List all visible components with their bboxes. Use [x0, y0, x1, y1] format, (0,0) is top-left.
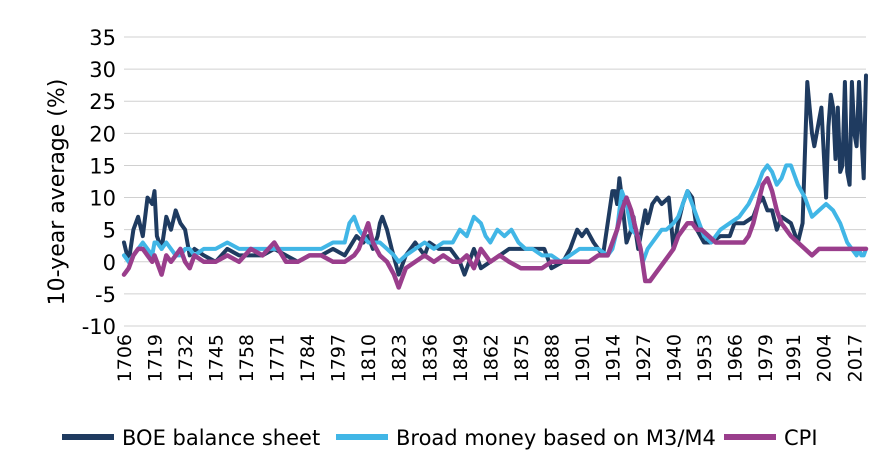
x-tick-label: 1706: [114, 334, 136, 382]
x-tick-label: 1875: [511, 334, 533, 382]
x-tick-label: 1888: [541, 334, 563, 382]
x-tick-label: 1745: [206, 334, 228, 382]
legend-label: BOE balance sheet: [122, 426, 320, 450]
x-tick-label: 2017: [844, 334, 866, 382]
y-tick-label: 35: [89, 26, 116, 50]
y-tick-label: 10: [89, 187, 116, 211]
series-line-2: [121, 176, 869, 290]
y-tick-label: -5: [95, 283, 116, 307]
y-tick-label: 20: [89, 122, 116, 146]
y-axis-label: 10-year average (%): [45, 79, 70, 306]
x-tick-label: 1979: [755, 334, 777, 382]
x-tick-label: 1927: [633, 334, 655, 382]
x-tick-label: 1862: [480, 334, 502, 382]
y-tick-label: 30: [89, 58, 116, 82]
y-tick-label: 25: [89, 90, 116, 114]
x-tick-label: 1940: [663, 334, 685, 382]
y-axis-ticks: 35 30 25 20 15 10 5 0 -5 -10: [82, 26, 116, 339]
x-tick-label: 1953: [694, 334, 716, 382]
gridlines: [124, 36, 866, 327]
legend-label: Broad money based on M3/M4: [396, 426, 716, 450]
x-tick-label: 1810: [358, 334, 380, 382]
x-tick-label: 1914: [602, 334, 624, 382]
legend-label: CPI: [784, 426, 818, 450]
series-line-0: [122, 73, 868, 277]
legend: BOE balance sheet Broad money based on M3…: [62, 426, 818, 450]
x-tick-label: 1823: [389, 334, 411, 382]
x-tick-label: 2004: [814, 334, 836, 382]
x-tick-label: 1849: [450, 334, 472, 382]
y-tick-label: 15: [89, 154, 116, 178]
x-tick-label: 1836: [419, 334, 441, 382]
x-tick-label: 1719: [145, 334, 167, 382]
x-tick-label: 1732: [175, 334, 197, 382]
y-tick-label: 0: [103, 251, 116, 275]
x-tick-label: 1966: [725, 334, 747, 382]
series-line-1: [122, 163, 868, 264]
x-tick-label: 1771: [267, 334, 289, 382]
x-tick-label: 1758: [236, 334, 258, 382]
x-tick-label: 1784: [297, 334, 319, 382]
x-tick-label: 1797: [328, 334, 350, 382]
x-axis-ticks: 1706 1719 1732 1745 1758 1771 1784 1797 1810 1823…: [114, 334, 866, 382]
x-tick-label: 1901: [572, 334, 594, 382]
y-tick-label: 5: [103, 219, 116, 243]
x-tick-label: 1991: [783, 334, 805, 382]
series-lines: [121, 73, 869, 290]
y-tick-label: -10: [82, 315, 116, 339]
